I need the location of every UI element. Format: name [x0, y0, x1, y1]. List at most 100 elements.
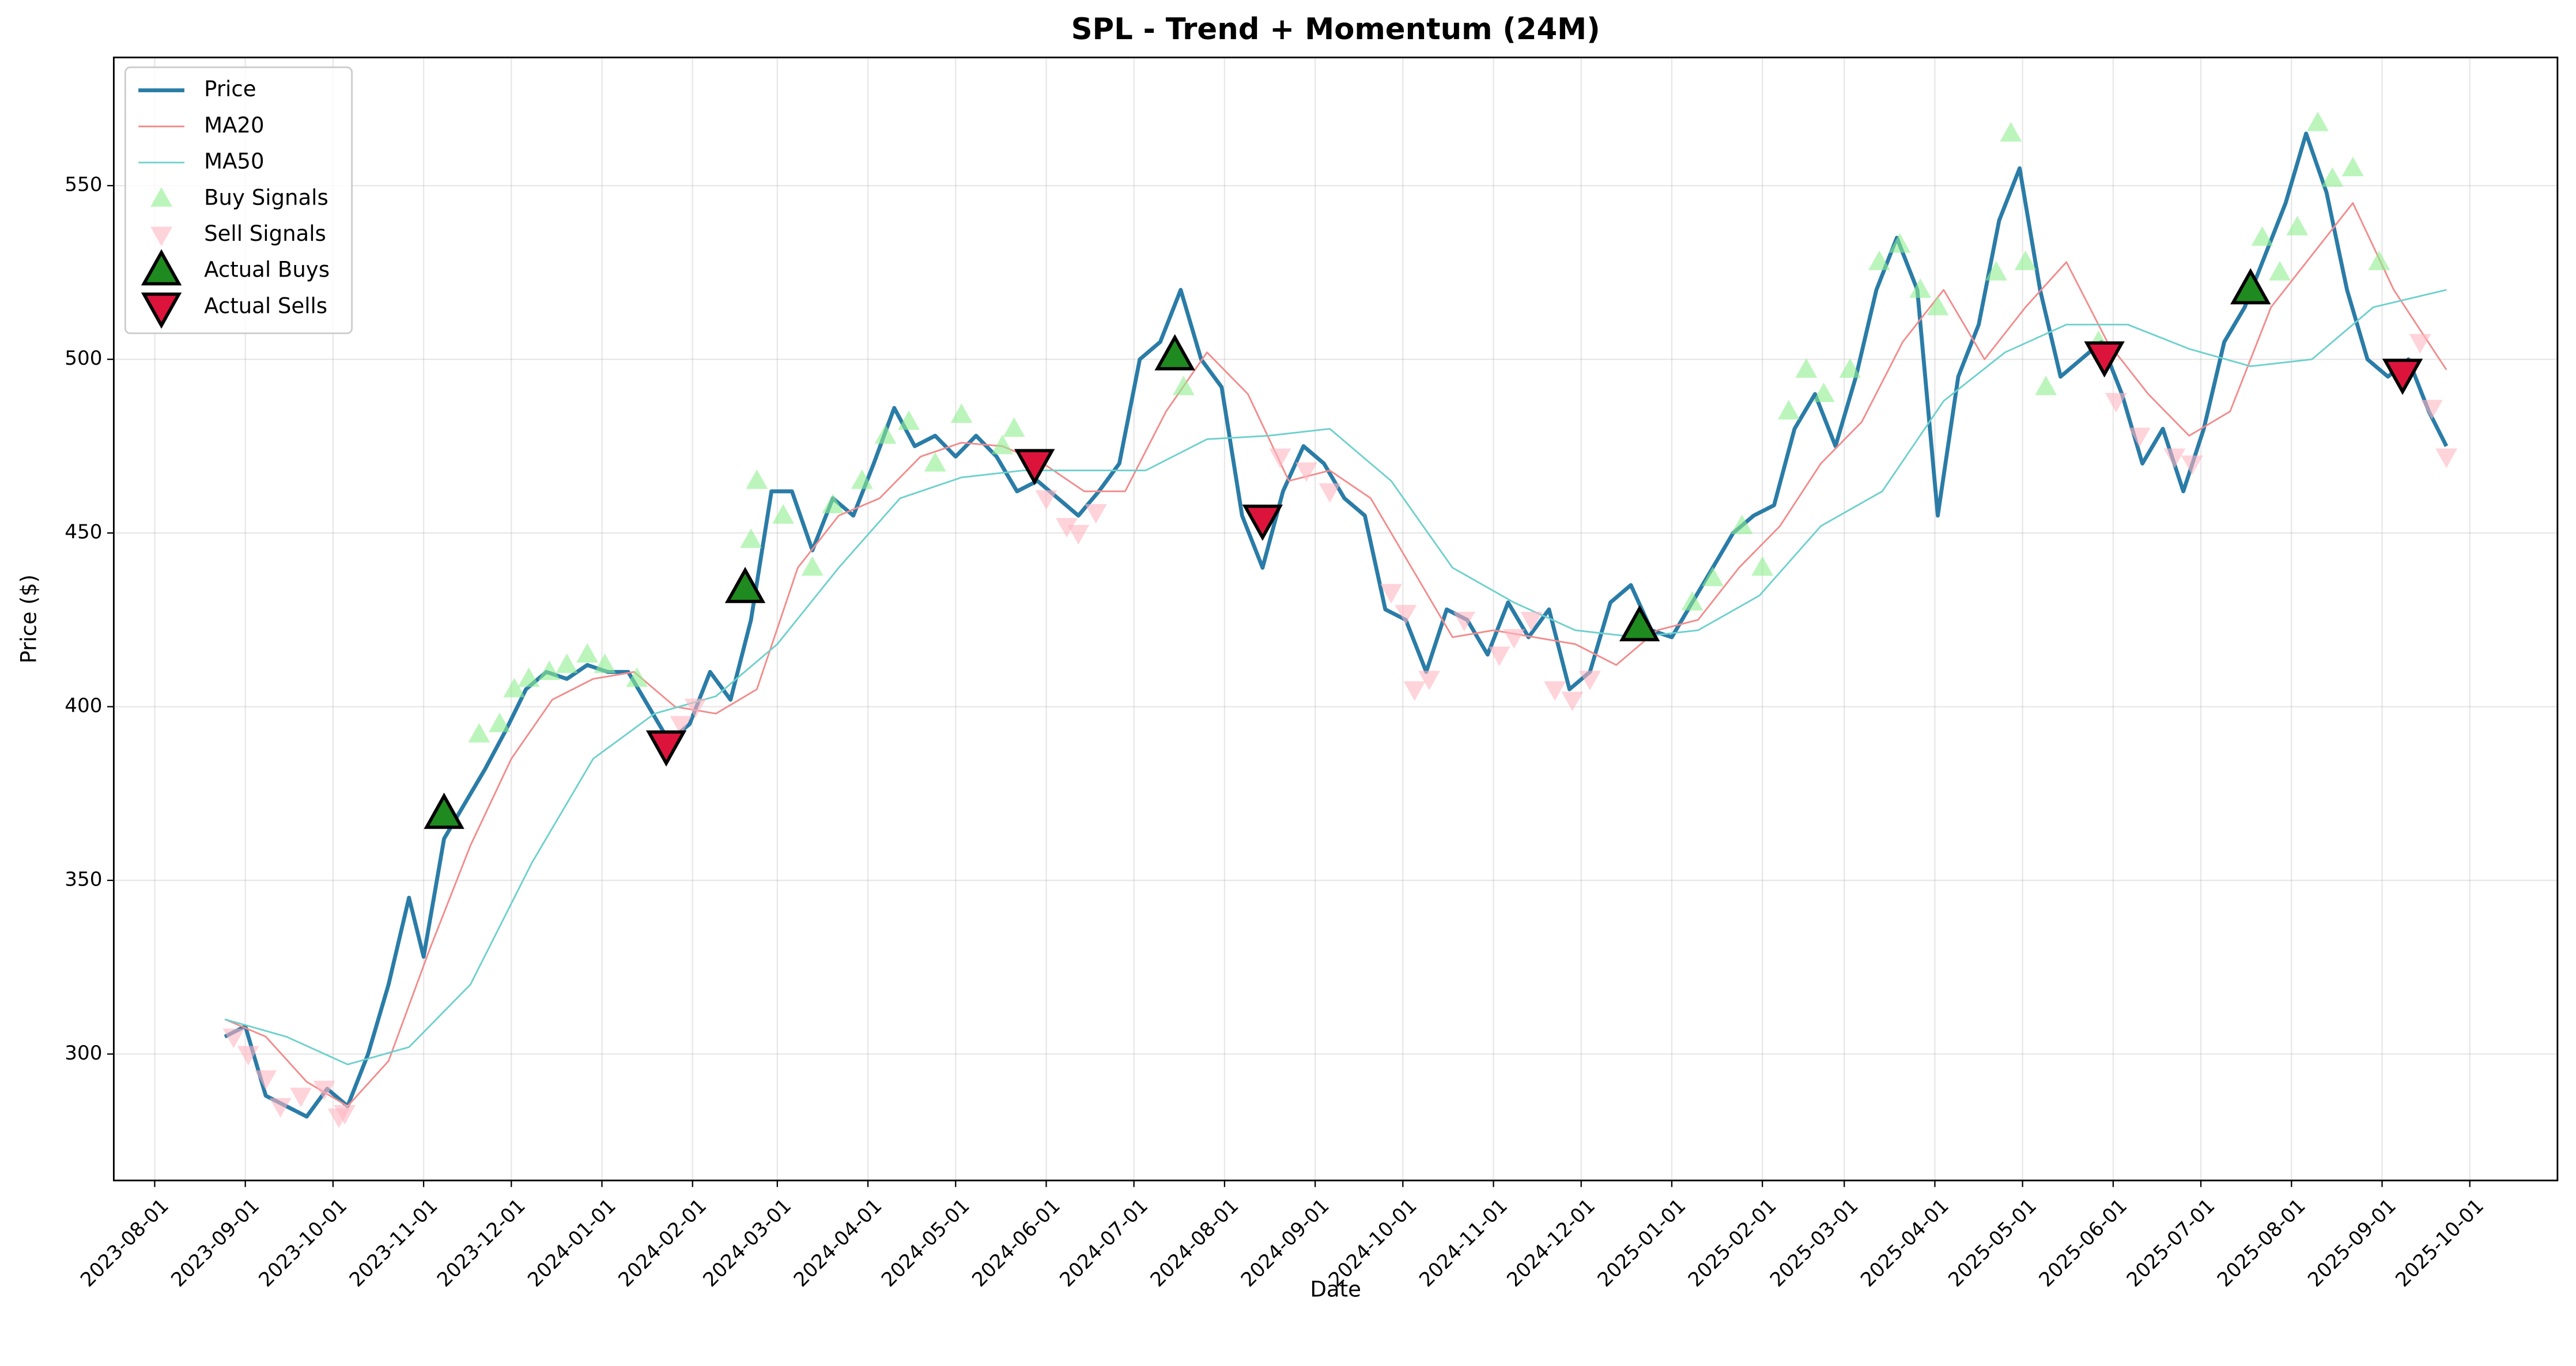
signal-marker [1056, 518, 1078, 538]
signal-marker [1985, 260, 2007, 281]
signal-marker [538, 660, 561, 680]
y-tick-label: 300 [65, 1042, 102, 1065]
signal-marker [2286, 215, 2309, 236]
signal-marker [1561, 691, 1584, 712]
signal-marker [801, 556, 824, 576]
signal-marker [1520, 611, 1543, 631]
signal-marker [2105, 393, 2127, 413]
y-tick-label: 500 [65, 347, 102, 370]
chart-title: SPL - Trend + Momentum (24M) [1071, 12, 1600, 47]
signal-marker [645, 730, 687, 767]
legend-swatch [150, 226, 173, 247]
signal-marker [1453, 611, 1475, 631]
signal-marker [222, 1028, 245, 1049]
signal-marker [2341, 157, 2364, 177]
signal-marker [518, 667, 540, 687]
legend-swatch [141, 292, 182, 329]
signal-marker [1812, 383, 1835, 402]
signal-marker [1839, 358, 1861, 378]
signal-marker [950, 403, 973, 423]
signal-marker [290, 1087, 312, 1107]
y-axis-label: Price ($) [17, 574, 41, 664]
signal-marker [898, 410, 920, 430]
signal-marker [924, 452, 946, 472]
signal-marker [1154, 334, 1195, 370]
signal-marker [2014, 250, 2037, 270]
signal-marker [2035, 375, 2057, 395]
signal-marker [772, 504, 794, 524]
legend-label: Actual Buys [204, 258, 330, 282]
signal-marker [724, 566, 766, 603]
legend-label: Price [204, 77, 256, 101]
signal-marker [468, 722, 490, 743]
signal-marker [746, 469, 768, 489]
signal-marker [1777, 400, 1800, 420]
signal-marker [670, 716, 692, 736]
legend-label: Buy Signals [204, 185, 328, 210]
signal-marker [1619, 605, 1660, 642]
signal-marker [424, 792, 464, 829]
signal-marker [1269, 448, 1291, 468]
plot-area [222, 111, 2458, 1128]
signal-marker [2181, 455, 2203, 475]
signal-marker [334, 1105, 356, 1125]
legend-label: MA20 [204, 113, 264, 138]
signal-marker [2306, 111, 2329, 131]
price-line [224, 131, 2449, 1119]
signal-marker [489, 712, 511, 732]
signal-marker [1795, 358, 1818, 378]
signal-marker [576, 643, 599, 663]
signal-marker [740, 528, 762, 548]
signal-marker [1319, 483, 1341, 503]
signal-marker [269, 1098, 292, 1118]
signal-marker [2128, 427, 2151, 448]
price-line [224, 289, 2447, 1066]
signal-marker [991, 434, 1014, 455]
signal-marker [1888, 233, 1911, 253]
signal-marker [1578, 671, 1601, 691]
signal-marker [1544, 681, 1566, 701]
signal-marker [2000, 122, 2022, 142]
signal-marker [1681, 591, 1704, 611]
signal-marker [1014, 449, 1055, 486]
legend-swatch [150, 187, 173, 207]
price-line [224, 202, 2447, 1107]
signal-marker [2230, 268, 2271, 305]
y-tick-label: 350 [65, 868, 102, 891]
signal-marker [1172, 375, 1195, 395]
signal-marker [2269, 260, 2291, 281]
signal-marker [1731, 514, 1753, 535]
y-tick-label: 400 [65, 694, 102, 717]
signal-marker [237, 1046, 259, 1066]
signal-marker [1003, 417, 1025, 437]
signal-marker [684, 698, 707, 718]
signal-marker [1868, 250, 1891, 270]
signal-marker [594, 653, 616, 673]
x-axis-label: Date [1310, 1277, 1361, 1301]
signal-marker [2321, 167, 2344, 187]
signal-marker [822, 493, 844, 513]
signal-marker [1503, 629, 1525, 649]
signal-marker [2163, 448, 2186, 468]
signal-marker [1702, 566, 1724, 586]
signal-marker [2409, 334, 2431, 354]
signal-marker [2368, 250, 2390, 270]
signal-marker [1751, 556, 1774, 576]
signal-marker [1067, 525, 1090, 545]
legend-swatch [141, 249, 182, 286]
signal-marker [1085, 504, 1107, 524]
legend-label: MA50 [204, 149, 264, 174]
signal-marker [1488, 646, 1510, 667]
signal-marker [556, 653, 578, 673]
legend-label: Sell Signals [204, 221, 326, 246]
y-tick-label: 450 [65, 521, 102, 544]
signal-marker [313, 1080, 335, 1100]
signal-marker [1927, 296, 1949, 316]
signal-marker [255, 1070, 277, 1090]
signal-marker [2435, 448, 2458, 468]
y-tick-label: 550 [65, 173, 102, 196]
signal-marker [626, 667, 648, 687]
signal-marker [503, 678, 526, 698]
